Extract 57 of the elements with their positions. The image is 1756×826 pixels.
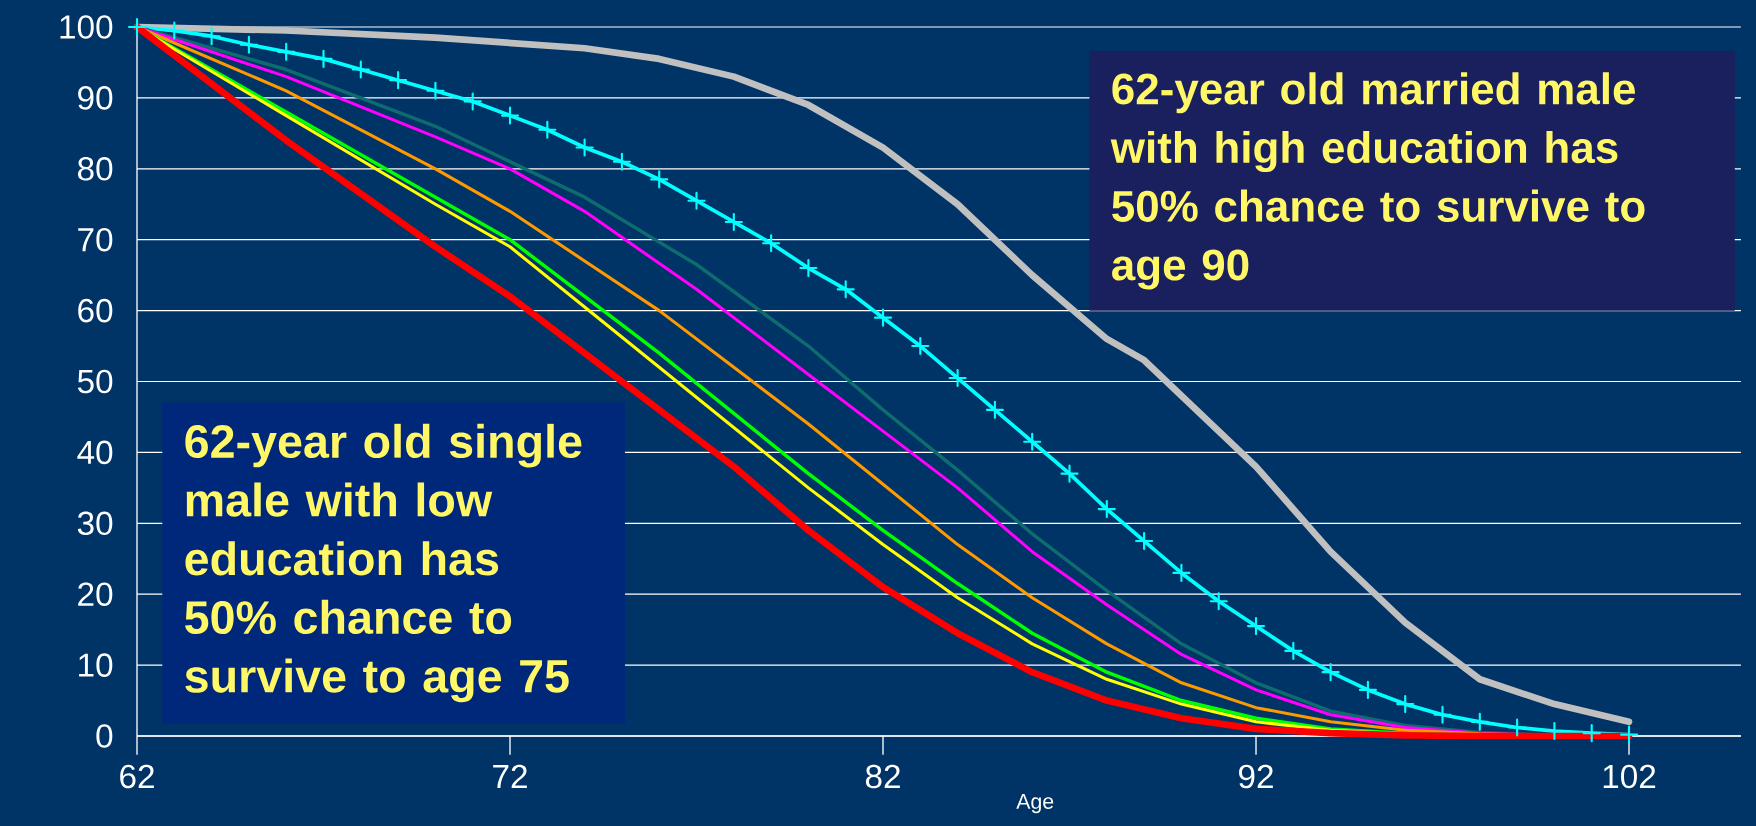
- y-tick-label: 20: [78, 582, 113, 607]
- x-tick-label: 72: [493, 764, 527, 788]
- y-tick-label: 30: [77, 511, 113, 536]
- point: [1209, 592, 1228, 611]
- point: [1433, 705, 1452, 724]
- point: [389, 71, 408, 90]
- point: [911, 336, 930, 356]
- point: [426, 81, 445, 100]
- x-tick-label: 102: [1603, 764, 1656, 789]
- point: [1246, 617, 1266, 636]
- point: [650, 170, 669, 189]
- point: [538, 120, 557, 139]
- point: [1097, 500, 1116, 519]
- point: [239, 35, 258, 54]
- point: [873, 308, 893, 327]
- point: [948, 368, 967, 388]
- x-tick-label: 62: [120, 764, 154, 789]
- point: [351, 60, 370, 79]
- point: [1396, 695, 1415, 714]
- point: [1172, 563, 1191, 582]
- point: [500, 106, 520, 125]
- point: [985, 400, 1004, 419]
- point: [1358, 680, 1377, 699]
- point: [463, 92, 482, 111]
- point: [1619, 725, 1639, 744]
- point: [127, 17, 147, 37]
- x-tick-label: 92: [1239, 764, 1273, 789]
- y-tick-label: 70: [78, 227, 113, 252]
- annotation: 62-year old married male with high education has 50% chance to survive to age 90: [1110, 72, 1645, 290]
- point: [799, 258, 818, 278]
- y-tick-label: 60: [78, 298, 113, 323]
- y-tick-label: 50: [77, 369, 113, 394]
- point: [836, 280, 855, 299]
- point: [1135, 531, 1154, 551]
- point: [612, 152, 631, 171]
- annotation: 62-year old single male with low education has 50% chance to survive to age 75: [185, 423, 582, 703]
- point: [202, 27, 221, 46]
- x-tick-label: 82: [865, 764, 900, 789]
- y-tick-label: 100: [60, 15, 113, 39]
- y-tick-label: 80: [77, 157, 113, 181]
- point: [1582, 724, 1601, 743]
- point: [1284, 641, 1303, 660]
- point: [1321, 663, 1340, 682]
- point: [277, 42, 296, 61]
- point: [1023, 432, 1042, 451]
- point: [724, 212, 743, 232]
- y-tick-label: 10: [79, 653, 113, 677]
- y-tick-label: 90: [78, 86, 113, 110]
- point: [1470, 712, 1489, 731]
- point: [575, 138, 594, 157]
- y-tick-label: 40: [77, 440, 113, 465]
- x-axis-title: Age: [1016, 794, 1054, 814]
- y-tick-label: 0: [96, 724, 113, 748]
- point: [1060, 464, 1079, 483]
- point: [314, 49, 333, 68]
- point: [687, 191, 706, 210]
- point: [762, 234, 781, 253]
